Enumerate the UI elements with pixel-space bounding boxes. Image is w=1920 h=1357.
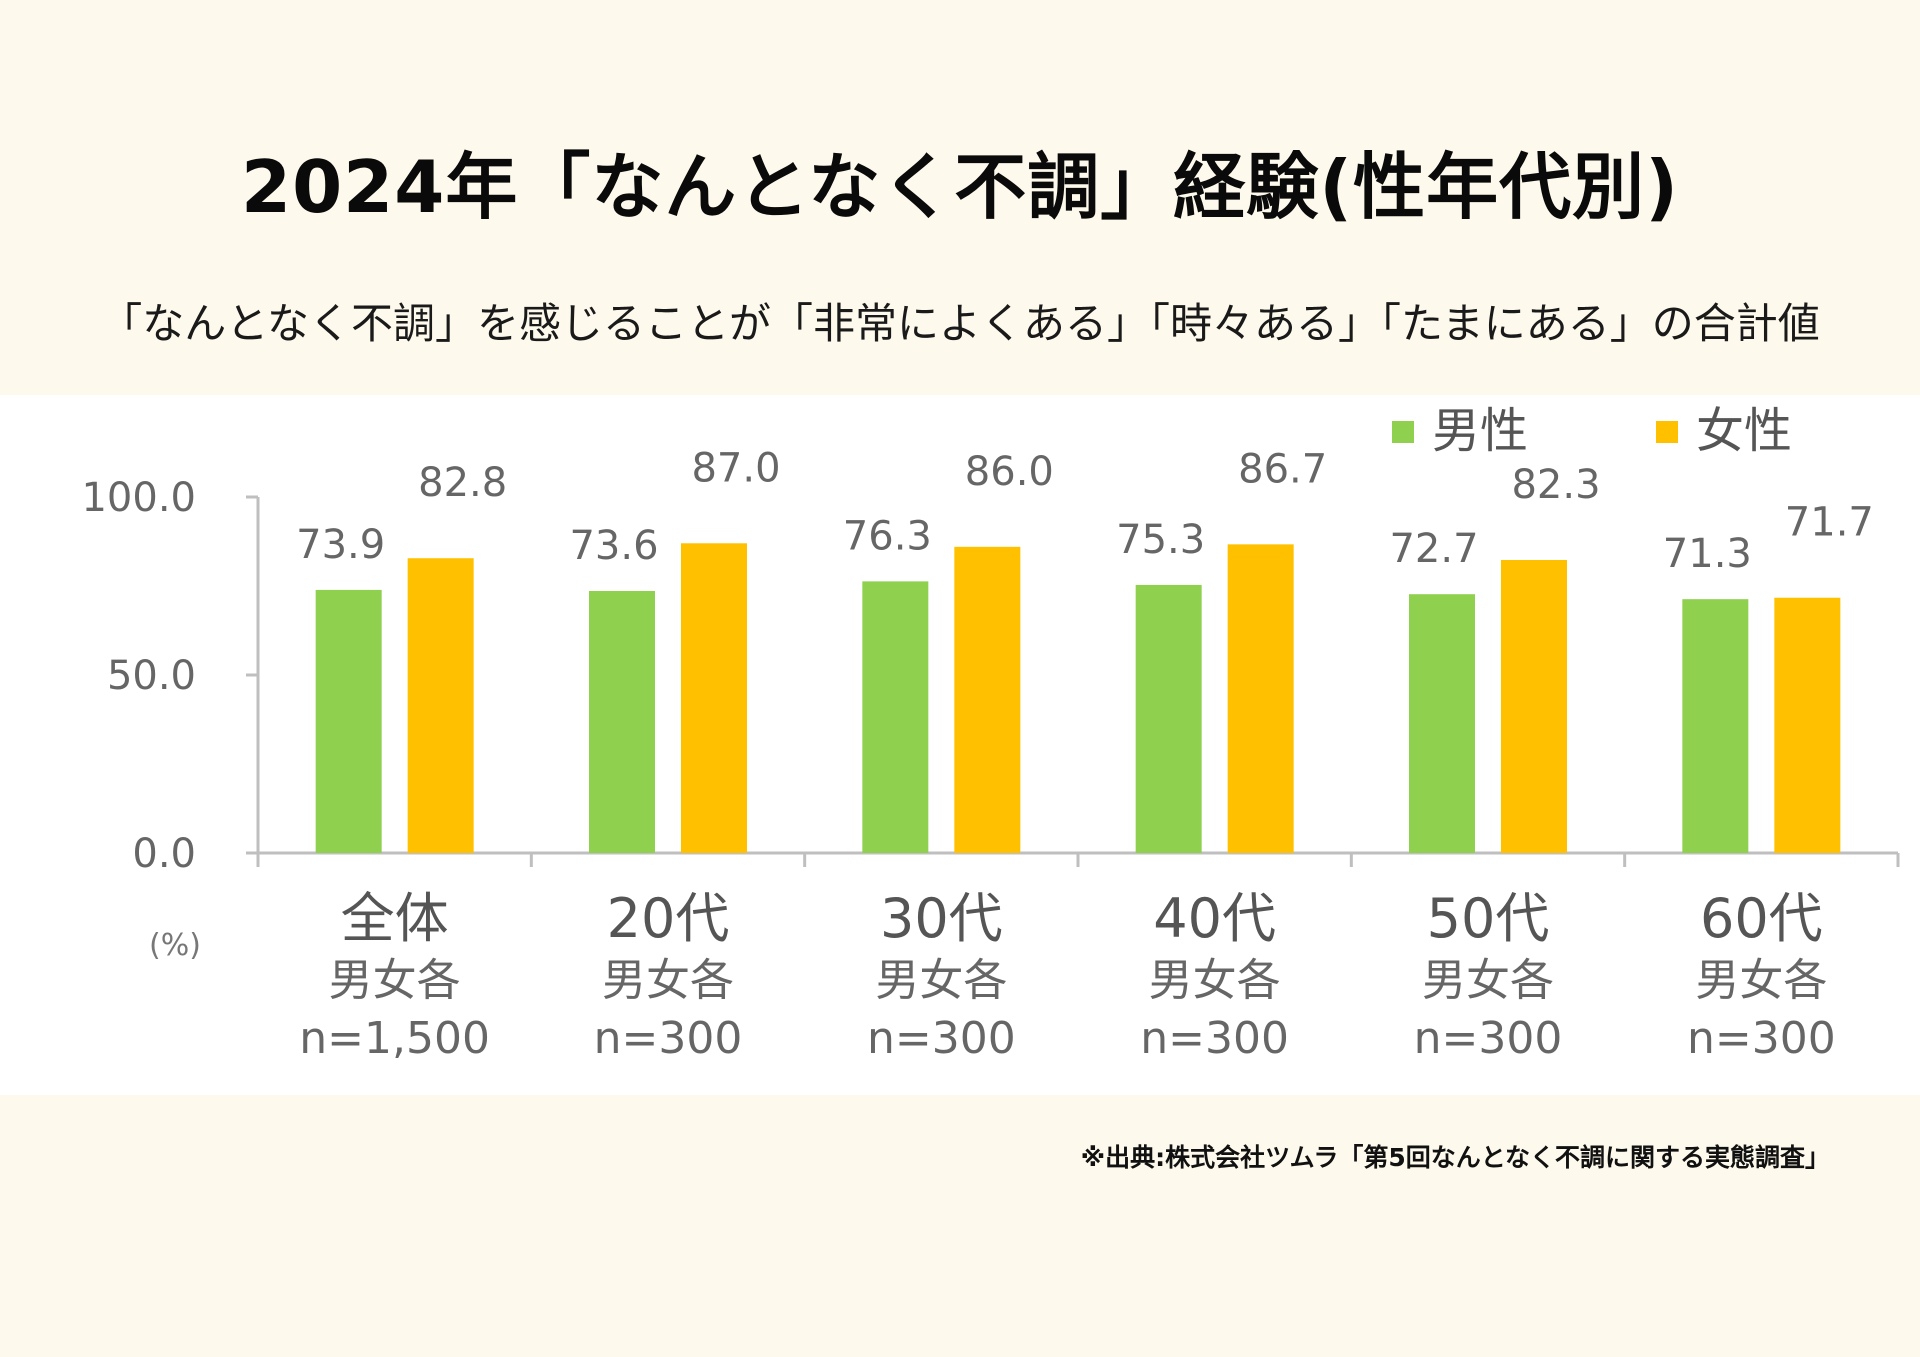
value-label-female: 87.0 xyxy=(691,445,780,491)
bar-male xyxy=(315,589,382,853)
legend-female-swatch xyxy=(1656,421,1678,443)
y-tick-label: 100.0 xyxy=(81,475,196,521)
y-tick-label: 50.0 xyxy=(107,653,196,699)
category-n-label: n=300 xyxy=(867,1013,1016,1064)
category-label: 60代 xyxy=(1700,887,1823,950)
category-sub-label: 男女各 xyxy=(1422,955,1554,1006)
chart-panel: 0.0 50.0 100.0 73.9 82.8 全体 男女各 n=1,500 73.6 87.0… xyxy=(0,395,1920,1095)
bar-male xyxy=(1409,594,1475,853)
category-sub-label: 男女各 xyxy=(329,955,461,1006)
category-n-label: n=1,500 xyxy=(299,1013,490,1064)
source-note: ※出典:株式会社ツムラ「第5回なんとなく不調に関する実態調査」 xyxy=(1080,1143,1830,1172)
value-label-male: 73.9 xyxy=(296,522,385,568)
category-label: 20代 xyxy=(607,887,730,950)
unit-label: (%) xyxy=(149,928,201,963)
category-label: 50代 xyxy=(1427,887,1550,950)
bar-male xyxy=(1682,599,1749,853)
bar-female xyxy=(1227,544,1294,853)
category-label: 30代 xyxy=(880,887,1003,950)
category-label: 40代 xyxy=(1153,887,1276,950)
value-label-female: 86.7 xyxy=(1238,446,1327,492)
legend-male-swatch xyxy=(1392,421,1414,443)
legend-male-label: 男性 xyxy=(1432,403,1528,459)
page-subtitle: 「なんとなく不調」を感じることが「非常によくある」「時々ある」「たまにある」の合… xyxy=(100,299,1820,348)
bar-male xyxy=(589,590,655,853)
bar-male xyxy=(1135,584,1202,853)
category-n-label: n=300 xyxy=(1140,1013,1289,1064)
category-label: 全体 xyxy=(341,887,449,950)
value-label-female: 82.3 xyxy=(1511,462,1600,508)
value-label-male: 73.6 xyxy=(569,523,658,569)
category-sub-label: 男女各 xyxy=(602,955,734,1006)
bar-female xyxy=(681,543,747,853)
bar-female xyxy=(1774,597,1841,853)
category-sub-label: 男女各 xyxy=(1695,955,1827,1006)
value-label-female: 71.7 xyxy=(1785,500,1874,546)
bar-female xyxy=(954,546,1021,853)
value-label-male: 71.3 xyxy=(1663,531,1752,577)
value-label-male: 75.3 xyxy=(1116,517,1205,563)
value-label-female: 86.0 xyxy=(965,449,1054,495)
value-label-male: 76.3 xyxy=(843,513,932,559)
legend-female-label: 女性 xyxy=(1696,403,1792,459)
bar-male xyxy=(862,581,929,853)
bar-female xyxy=(1501,560,1567,853)
category-n-label: n=300 xyxy=(1687,1013,1836,1064)
bar-chart: 0.050.0100.073.982.8全体男女各n=1,50073.687.0… xyxy=(81,403,1900,1064)
y-tick-label: 0.0 xyxy=(132,831,196,877)
bar-female xyxy=(407,558,474,853)
category-n-label: n=300 xyxy=(1414,1013,1563,1064)
value-label-female: 82.8 xyxy=(418,460,507,506)
category-sub-label: 男女各 xyxy=(875,955,1007,1006)
category-sub-label: 男女各 xyxy=(1149,955,1281,1006)
category-n-label: n=300 xyxy=(594,1013,743,1064)
page-title: 2024年「なんとなく不調」経験(性年代別) xyxy=(240,145,1680,229)
value-label-male: 72.7 xyxy=(1389,526,1478,572)
